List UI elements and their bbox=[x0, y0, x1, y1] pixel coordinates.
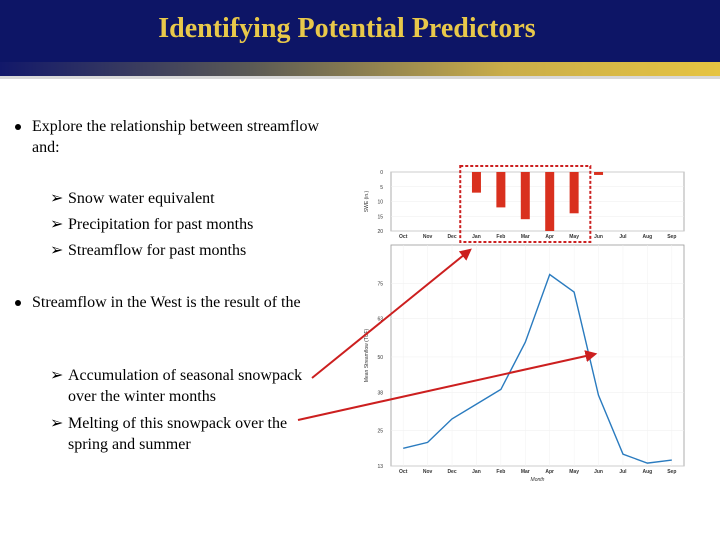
streamflow-ytick-label: 50 bbox=[377, 355, 383, 361]
swe-xtick-label: Dec bbox=[447, 234, 456, 240]
annotation-arrow-melting bbox=[297, 350, 598, 421]
arrow-bullet-icon: ➢ bbox=[50, 190, 64, 207]
streamflow-ytick-label: 75 bbox=[377, 281, 383, 287]
header-stripe bbox=[0, 62, 720, 76]
highlight-box bbox=[459, 165, 592, 243]
sub-bullet-text: Melting of this snowpack over the spring… bbox=[68, 415, 288, 453]
streamflow-xlabel: Month bbox=[531, 477, 545, 483]
sub-bullet-text: Snow water equivalent bbox=[68, 190, 215, 207]
swe-xtick-label: Jul bbox=[619, 234, 627, 240]
header-stripe-shadow bbox=[0, 76, 720, 79]
streamflow-ytick-label: 13 bbox=[377, 464, 383, 470]
swe-bar bbox=[569, 172, 579, 214]
swe-bar bbox=[496, 172, 506, 208]
swe-ytick-label: 10 bbox=[377, 200, 383, 206]
swe-bar bbox=[520, 172, 530, 220]
swe-xtick-label: Mar bbox=[521, 234, 530, 240]
swe-bar bbox=[545, 172, 555, 231]
streamflow-ylabel: Mean Streamflow (TCF) bbox=[364, 328, 370, 382]
streamflow-ytick-label: 38 bbox=[377, 390, 383, 396]
streamflow-line bbox=[403, 273, 672, 464]
swe-ytick-label: 15 bbox=[377, 214, 383, 220]
streamflow-xtick-label: May bbox=[569, 469, 579, 475]
streamflow-xtick-label: Jun bbox=[594, 469, 603, 475]
swe-xtick-label: Feb bbox=[496, 234, 505, 240]
header-bar: Identifying Potential Predictors bbox=[0, 0, 720, 62]
arrow-bullet-icon: ➢ bbox=[50, 367, 64, 384]
swe-xtick-label: May bbox=[569, 234, 579, 240]
annotation-arrow-accumulation bbox=[311, 248, 472, 379]
swe-ytick-label: 0 bbox=[380, 170, 383, 176]
swe-ytick-label: 20 bbox=[377, 229, 383, 235]
bullet-dot bbox=[15, 124, 21, 130]
sub-bullet-text: Streamflow for past months bbox=[68, 242, 247, 259]
streamflow-xtick-label: Sep bbox=[667, 469, 676, 475]
streamflow-plot-area bbox=[390, 244, 685, 467]
streamflow-xtick-label: Aug bbox=[643, 469, 653, 475]
swe-xtick-label: Jan bbox=[472, 234, 481, 240]
swe-bar bbox=[471, 172, 481, 193]
swe-xtick-label: Nov bbox=[423, 234, 433, 240]
streamflow-xtick-label: Dec bbox=[447, 469, 456, 475]
swe-bar bbox=[594, 172, 604, 175]
streamflow-xtick-label: Jan bbox=[472, 469, 481, 475]
bullet-text-1: Explore the relationship between streamf… bbox=[32, 118, 320, 156]
swe-xtick-label: Aug bbox=[643, 234, 653, 240]
bullet-dot bbox=[15, 300, 21, 306]
slide-title: Identifying Potential Predictors bbox=[158, 13, 536, 44]
streamflow-xtick-label: Nov bbox=[423, 469, 433, 475]
streamflow-xtick-label: Apr bbox=[545, 469, 554, 475]
streamflow-xtick-label: Oct bbox=[399, 469, 408, 475]
streamflow-xtick-label: Feb bbox=[496, 469, 505, 475]
swe-xtick-label: Sep bbox=[667, 234, 676, 240]
sub-bullet-text: Precipitation for past months bbox=[68, 216, 254, 233]
streamflow-xtick-label: Jul bbox=[619, 469, 627, 475]
swe-ytick-label: 5 bbox=[380, 185, 383, 191]
swe-xtick-label: Apr bbox=[545, 234, 554, 240]
streamflow-ytick-label: 25 bbox=[377, 429, 383, 435]
swe-ylabel: SWE (in.) bbox=[364, 190, 370, 212]
bullet-text-2: Streamflow in the West is the result of … bbox=[32, 294, 301, 311]
arrow-bullet-icon: ➢ bbox=[50, 242, 64, 259]
sub-bullet-text: Accumulation of seasonal snowpack over t… bbox=[68, 367, 303, 405]
arrow-bullet-icon: ➢ bbox=[50, 216, 64, 233]
swe-xtick-label: Oct bbox=[399, 234, 408, 240]
streamflow-xtick-label: Mar bbox=[521, 469, 530, 475]
swe-xtick-label: Jun bbox=[594, 234, 603, 240]
streamflow-ytick-label: 63 bbox=[377, 317, 383, 323]
arrow-bullet-icon: ➢ bbox=[50, 415, 64, 432]
